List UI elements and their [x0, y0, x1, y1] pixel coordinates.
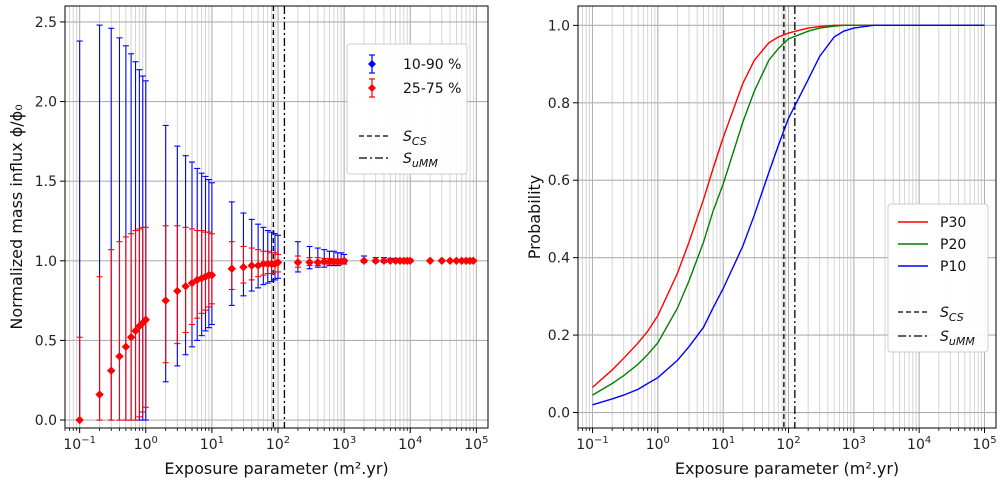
legend-label: SuMM	[940, 329, 975, 348]
data-point	[437, 256, 446, 265]
x-tick-label: 103	[842, 435, 866, 453]
plot-frame	[577, 5, 997, 429]
x-tick-label: 102	[266, 435, 290, 453]
plot-frame	[64, 5, 489, 429]
data-point	[320, 257, 329, 266]
data-point	[325, 257, 334, 266]
y-axis-label: Normalized mass influx ϕ/ϕ₀	[7, 104, 26, 329]
data-point	[121, 342, 131, 351]
x-tick-label: 102	[776, 435, 800, 453]
data-point	[115, 352, 124, 361]
x-tick-label: 10−1	[576, 435, 609, 453]
x-tick-label: 100	[646, 435, 670, 453]
data-point	[131, 326, 140, 336]
x-tick-label: 103	[332, 435, 356, 453]
data-point	[141, 315, 150, 324]
x-tick-label: 101	[711, 435, 735, 453]
y-tick-label: 0.8	[548, 96, 570, 112]
y-axis: 0.0 0.5 1.0 1.5 2.0 2.5	[35, 15, 65, 429]
data-point	[457, 256, 466, 265]
legend-label: 25-75 %	[403, 81, 461, 97]
legend-box	[887, 203, 989, 353]
plot-area	[592, 6, 985, 428]
y-tick-label: 1.5	[35, 174, 57, 190]
data-point	[201, 272, 210, 281]
data-point	[95, 390, 104, 399]
data-point	[273, 258, 283, 267]
x-tick-label: 105	[972, 435, 996, 453]
y-axis: 0.0 0.2 0.4 0.6 0.8 1.0	[548, 18, 578, 422]
legend-label: P10	[940, 259, 966, 275]
legend-marker	[368, 84, 376, 92]
legend-marker	[368, 60, 376, 68]
legend-label: P30	[940, 215, 966, 231]
x-tick-label: 100	[134, 435, 158, 453]
y-tick-label: 2.5	[35, 15, 57, 31]
y-tick-label: 0.6	[548, 173, 570, 189]
y-tick-label: 1.0	[35, 254, 57, 270]
x-tick-label: 105	[464, 435, 488, 453]
chart-panel-1: 10−1 100 101 102 103 104 105 0.0 0.5 1.0 1.5 2.0 2.5…	[7, 5, 489, 478]
data-point	[293, 258, 303, 267]
legend: P30 P20 P10 SCS SuMM	[887, 203, 989, 353]
grid	[577, 6, 996, 428]
data-point	[75, 415, 84, 425]
data-point	[391, 256, 400, 265]
data-point	[305, 258, 314, 267]
legend: 10-90 % 25-75 % SCS SuMM	[346, 43, 468, 175]
data-point	[239, 262, 248, 272]
data-point	[469, 256, 478, 265]
data-point	[371, 256, 380, 265]
data-point	[445, 256, 455, 265]
data-point	[126, 333, 136, 342]
legend-label: 10-90 %	[403, 57, 461, 73]
x-tick-label: 104	[398, 435, 422, 453]
data-point	[227, 264, 237, 273]
data-point	[452, 256, 461, 265]
data-point	[247, 261, 256, 270]
data-point	[425, 256, 435, 265]
y-tick-label: 0.4	[548, 251, 570, 267]
median-markers	[75, 256, 478, 425]
legend-label: P20	[940, 237, 966, 253]
data-point	[339, 256, 349, 265]
x-axis: 10−1 100 101 102 103 104 105	[63, 428, 488, 453]
y-tick-label: 0.5	[35, 333, 57, 349]
chart-panel-2: 10−1 100 101 102 103 104 105 0.0 0.2 0.4 0.6 0.8 1.0…	[525, 5, 997, 478]
y-tick-label: 0.0	[35, 413, 57, 429]
data-point	[207, 270, 217, 280]
data-point	[313, 258, 323, 267]
data-point	[379, 256, 389, 265]
plot-area	[75, 6, 478, 428]
legend-label: SCS	[940, 305, 964, 324]
data-point	[406, 256, 415, 265]
data-point	[386, 256, 395, 265]
series-line-p10	[592, 24, 985, 406]
y-tick-label: 1.0	[548, 18, 570, 34]
data-point	[173, 286, 182, 296]
data-point	[107, 366, 116, 375]
legend-label: SCS	[403, 129, 427, 148]
y-tick-label: 0.0	[548, 406, 570, 422]
data-point	[181, 282, 190, 291]
data-point	[259, 259, 268, 269]
y-tick-label: 0.2	[548, 328, 570, 344]
legend-label: SuMM	[403, 151, 438, 170]
x-tick-label: 104	[907, 435, 931, 453]
x-axis: 10−1 100 101 102 103 104 105	[576, 428, 997, 453]
data-point	[197, 274, 206, 283]
y-tick-label: 2.0	[35, 95, 57, 111]
data-point	[187, 278, 197, 288]
y-axis-label: Probability	[525, 175, 544, 260]
data-point	[359, 256, 369, 265]
x-axis-label: Exposure parameter (m².yr)	[675, 459, 899, 478]
x-axis-label: Exposure parameter (m².yr)	[164, 459, 388, 478]
x-tick-label: 10−1	[63, 435, 96, 453]
legend-box	[346, 43, 468, 175]
data-point	[161, 296, 170, 305]
x-tick-label: 101	[200, 435, 224, 453]
